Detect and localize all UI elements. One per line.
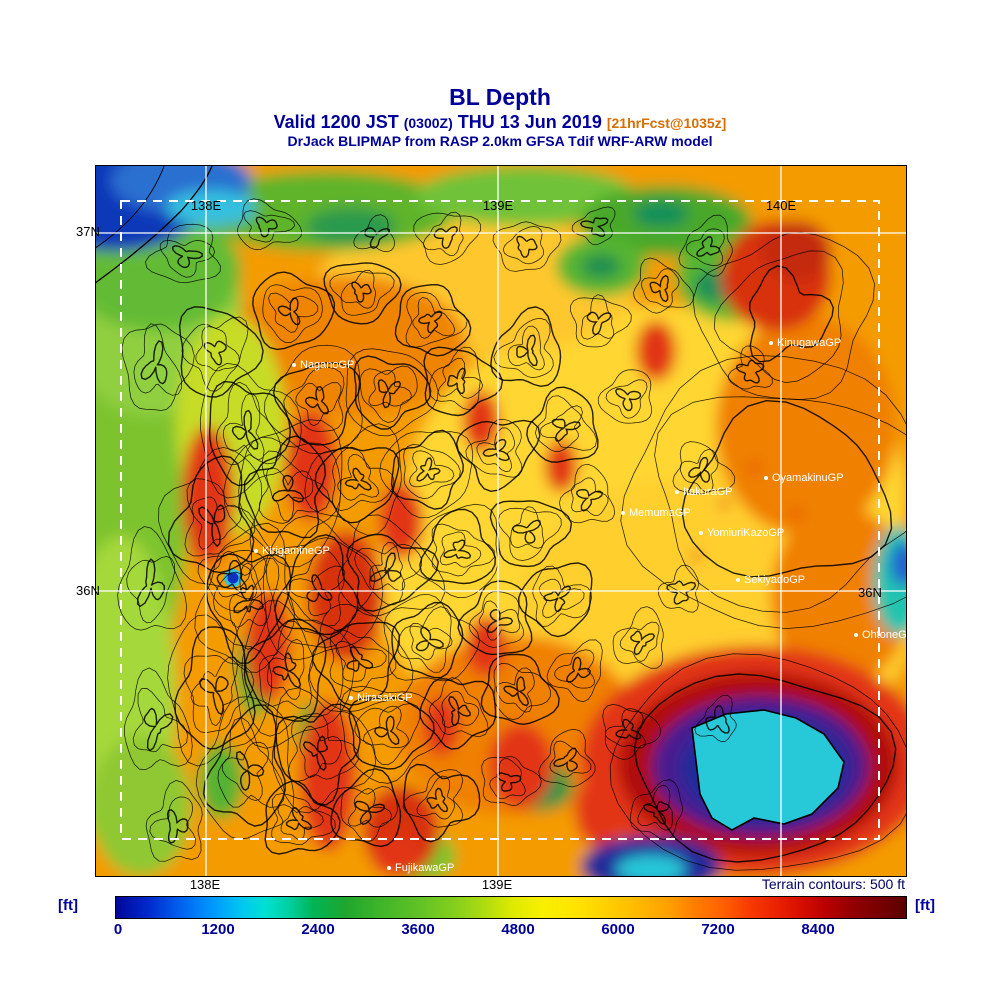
forecast-map: 138E 139E 140E 36N NaganoGP KinugawaGP K… — [95, 165, 907, 877]
site-marker-ohtone: OhtoneGP — [854, 629, 907, 641]
colorbar-tick-0: 0 — [113, 921, 123, 938]
units-label-left: [ft] — [58, 897, 78, 914]
site-marker-memuma: MemumaGP — [621, 507, 691, 519]
valid-time-line: Valid 1200 JST (0300Z) THU 13 Jun 2019 [… — [0, 112, 1000, 133]
colorbar-tick-1200: 1200 — [201, 921, 235, 938]
lat-label-left-37n: 37N — [76, 224, 100, 239]
site-dot-icon — [736, 578, 740, 582]
site-label: OhtoneGP — [862, 629, 907, 641]
site-label: KirigamineGP — [262, 545, 330, 557]
colorbar-tick-3600: 3600 — [401, 921, 435, 938]
lake-shape — [691, 709, 845, 831]
lat-label-left-36n: 36N — [76, 583, 100, 598]
site-marker-kirigamine: KirigamineGP — [254, 545, 330, 557]
map-canvas — [96, 166, 906, 876]
site-dot-icon — [764, 476, 768, 480]
site-dot-icon — [699, 531, 703, 535]
colorbar-tick-8400: 8400 — [801, 921, 835, 938]
lon-label-top-140e: 140E — [765, 198, 797, 213]
terrain-contours — [117, 198, 906, 871]
valid-date: THU 13 Jun 2019 — [457, 112, 602, 132]
site-marker-kinugawa: KinugawaGP — [769, 337, 841, 349]
site-dot-icon — [769, 341, 773, 345]
site-marker-oyamakinu: OyamakinuGP — [764, 472, 844, 484]
coastline-inner — [96, 166, 165, 249]
site-label: MemumaGP — [629, 507, 691, 519]
site-dot-icon — [254, 549, 258, 553]
site-label: KinugawaGP — [777, 337, 842, 349]
site-dot-icon — [292, 363, 296, 367]
colorbar-tick-4800: 4800 — [501, 921, 535, 938]
site-dot-icon — [387, 866, 391, 870]
site-marker-nagano: NaganoGP — [292, 359, 354, 371]
units-label-right: [ft] — [915, 897, 935, 914]
site-marker-nirasaki: NirasakiGP — [349, 692, 413, 704]
lon-label-top-138e: 138E — [190, 198, 222, 213]
lon-label-top-139e: 139E — [482, 198, 514, 213]
colorbar-tick-6000: 6000 — [601, 921, 635, 938]
graticule — [96, 166, 906, 876]
site-dot-icon — [349, 696, 353, 700]
site-dot-icon — [621, 511, 625, 515]
valid-zulu: (0300Z) — [403, 115, 453, 131]
lon-label-bottom-138e: 138E — [189, 877, 221, 892]
site-marker-itakura: ItakuraGP — [675, 486, 733, 498]
valid-prefix: Valid 1200 JST — [273, 112, 399, 132]
site-dot-icon — [675, 490, 679, 494]
colorbar — [115, 896, 907, 919]
page-title: BL Depth — [449, 84, 551, 110]
site-label: NaganoGP — [300, 359, 355, 371]
model-line: DrJack BLIPMAP from RASP 2.0km GFSA Tdif… — [287, 133, 713, 149]
site-marker-sekiyado: SekiyadoGP — [736, 574, 805, 586]
site-label: OyamakinuGP — [772, 472, 844, 484]
colorbar-tick-7200: 7200 — [701, 921, 735, 938]
site-label: SekiyadoGP — [744, 574, 806, 586]
domain-boundary-dashed — [120, 200, 880, 840]
water-features — [96, 166, 845, 831]
site-label: YomiuriKazoGP — [707, 527, 785, 539]
site-marker-fujikawa: FujikawaGP — [387, 862, 454, 874]
site-label: ItakuraGP — [683, 486, 733, 498]
lon-label-bottom-139e: 139E — [481, 877, 513, 892]
colorbar-tick-2400: 2400 — [301, 921, 335, 938]
lat-label-right-36n: 36N — [858, 585, 882, 600]
site-label: FujikawaGP — [395, 862, 455, 874]
forecast-tag: [21hrFcst@1035z] — [606, 115, 727, 131]
site-label: NirasakiGP — [357, 692, 413, 704]
site-dot-icon — [854, 633, 858, 637]
site-marker-yomiurikazo: YomiuriKazoGP — [699, 527, 784, 539]
terrain-contour-note: Terrain contours: 500 ft — [761, 876, 905, 892]
